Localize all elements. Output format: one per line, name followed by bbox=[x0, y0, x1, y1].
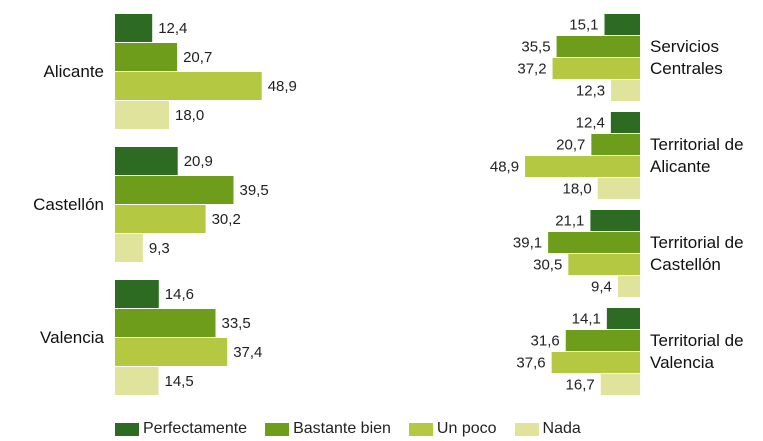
bar bbox=[610, 112, 640, 133]
value-label: 37,4 bbox=[233, 344, 262, 361]
value-label: 20,7 bbox=[556, 136, 585, 153]
value-label: 14,6 bbox=[165, 286, 194, 303]
value-label: 9,3 bbox=[149, 240, 170, 257]
bar bbox=[600, 374, 640, 395]
category-label: Territorial de Alicante bbox=[650, 135, 744, 176]
bar bbox=[597, 178, 640, 199]
bar bbox=[617, 276, 640, 297]
bar bbox=[115, 14, 153, 42]
value-label: 18,0 bbox=[175, 107, 204, 124]
bar bbox=[556, 36, 640, 57]
legend-swatch bbox=[265, 422, 290, 436]
value-label: 12,3 bbox=[576, 82, 605, 99]
value-label: 30,5 bbox=[533, 256, 562, 273]
legend-label: Un poco bbox=[436, 420, 497, 437]
bar bbox=[115, 101, 169, 129]
value-label: 48,9 bbox=[490, 158, 519, 175]
bar bbox=[604, 14, 640, 35]
value-label: 35,5 bbox=[521, 38, 550, 55]
bar bbox=[115, 43, 178, 71]
category-label: Castellón bbox=[33, 195, 104, 214]
value-label: 12,4 bbox=[158, 20, 187, 37]
category-label: Alicante bbox=[43, 62, 104, 81]
legend-item: Nada bbox=[514, 420, 581, 438]
value-label: 14,5 bbox=[165, 373, 194, 390]
value-label: 15,1 bbox=[569, 16, 598, 33]
category-label: Valencia bbox=[40, 328, 104, 347]
legend-label: Nada bbox=[542, 420, 581, 437]
category-label: Territorial de Castellón bbox=[650, 233, 744, 274]
value-label: 39,1 bbox=[513, 234, 542, 251]
value-label: 14,1 bbox=[572, 310, 601, 327]
legend-swatch bbox=[115, 422, 139, 436]
category-label: Servicios Centrales bbox=[650, 37, 723, 78]
bar bbox=[115, 176, 234, 204]
legend: Perfectamente Bastante bien Un poco Nada bbox=[115, 420, 581, 438]
value-label: 37,2 bbox=[517, 60, 546, 77]
legend-item: Un poco bbox=[408, 420, 497, 438]
bar bbox=[525, 156, 640, 177]
legend-item: Bastante bien bbox=[265, 420, 391, 438]
legend-swatch bbox=[514, 422, 539, 436]
bar bbox=[115, 147, 178, 175]
value-label: 48,9 bbox=[268, 78, 297, 95]
bar bbox=[590, 210, 640, 231]
value-label: 31,6 bbox=[531, 332, 560, 349]
bar bbox=[591, 134, 640, 155]
legend-label: Bastante bien bbox=[293, 420, 391, 437]
legend-label: Perfectamente bbox=[143, 420, 248, 437]
value-label: 33,5 bbox=[222, 315, 251, 332]
value-label: 39,5 bbox=[240, 182, 269, 199]
value-label: 20,9 bbox=[184, 153, 213, 170]
bar bbox=[548, 232, 640, 253]
value-label: 12,4 bbox=[576, 114, 605, 131]
bar bbox=[115, 234, 143, 262]
value-label: 21,1 bbox=[555, 212, 584, 229]
bar bbox=[115, 367, 159, 395]
value-label: 20,7 bbox=[183, 49, 212, 66]
value-label: 37,6 bbox=[516, 354, 545, 371]
value-label: 9,4 bbox=[591, 278, 612, 295]
bar bbox=[115, 309, 216, 337]
bar bbox=[606, 308, 640, 329]
bar bbox=[552, 58, 640, 79]
category-label: Territorial de Valencia bbox=[650, 331, 744, 372]
bar bbox=[551, 352, 640, 373]
bar bbox=[115, 72, 262, 100]
legend-swatch bbox=[408, 422, 433, 436]
value-label: 16,7 bbox=[566, 376, 595, 393]
bar bbox=[565, 330, 640, 351]
legend-item: Perfectamente bbox=[115, 420, 247, 438]
value-label: 30,2 bbox=[212, 211, 241, 228]
bar bbox=[115, 205, 206, 233]
bar bbox=[115, 338, 228, 366]
bar bbox=[568, 254, 640, 275]
bar bbox=[611, 80, 640, 101]
value-label: 18,0 bbox=[562, 180, 591, 197]
bar bbox=[115, 280, 159, 308]
